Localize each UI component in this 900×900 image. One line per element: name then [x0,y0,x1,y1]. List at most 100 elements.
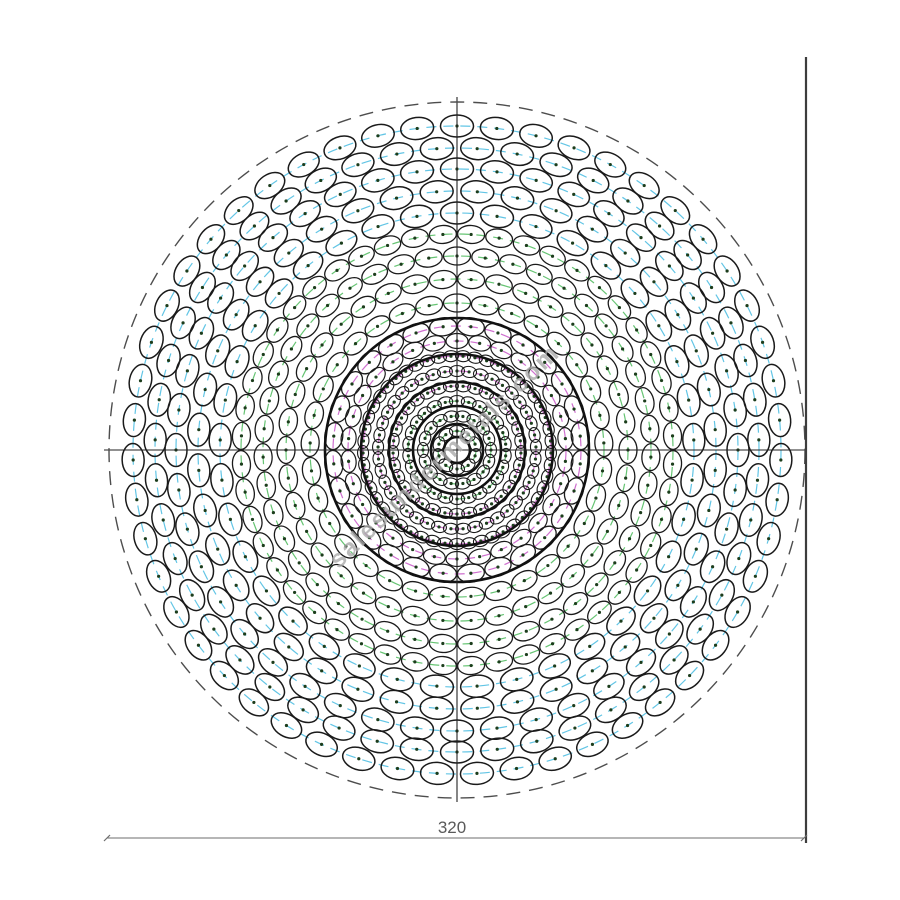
hole-center-dot [749,518,753,522]
hole-center-dot [623,251,627,255]
hole-center-dot [373,272,377,276]
hole-center-dot [258,280,262,284]
hole-center-dot [325,303,330,308]
hole-center-dot [573,726,577,730]
hole-center-dot [642,685,646,689]
hole-center-dot [472,477,476,482]
hole-center-dot [415,170,419,174]
hole-center-dot [293,392,297,397]
hole-center-dot [534,224,538,229]
hole-center-dot [467,495,471,500]
hole-center-dot [688,673,692,678]
hole-center-dot [479,373,483,377]
ellipse-ring [121,114,793,786]
hole-center-dot [675,360,679,364]
hole-center-dot [449,414,453,419]
hole-center-dot [667,406,671,410]
hole-center-dot [682,517,686,522]
hole-center-dot [504,442,508,446]
hole-center-dot [286,476,290,480]
hole-center-dot [514,766,519,771]
hole-center-dot [339,322,343,326]
hole-center-dot [466,463,470,467]
hole-center-dot [415,214,419,219]
hole-center-dot [513,474,517,479]
hole-center-dot [575,363,579,367]
hole-center-dot [347,437,351,441]
hole-center-dot [550,254,555,258]
hole-center-dot [711,331,715,335]
hole-center-dot [590,669,594,673]
hole-center-dot [578,462,582,466]
hole-center-dot [441,571,445,575]
hole-center-dot [437,442,441,446]
hole-center-dot [646,483,650,487]
ellipse-ring [208,201,706,698]
hole-center-dot [374,521,378,525]
hole-center-dot [271,660,275,664]
hole-center-dot [438,418,442,423]
hole-center-dot [138,379,143,383]
hole-center-dot [692,438,696,442]
hole-center-dot [415,476,419,480]
hole-center-dot [309,469,314,473]
hole-center-dot [667,490,671,494]
hole-center-dot [131,458,135,462]
hole-center-dot [243,490,247,494]
hole-center-dot [711,565,715,569]
hole-center-dot [375,739,379,743]
hole-center-dot [377,433,382,437]
hole-center-dot [360,617,364,621]
hole-center-dot [625,723,630,728]
hole-center-dot [376,457,381,461]
hole-center-dot [353,342,358,346]
hole-center-dot [775,498,779,502]
hole-center-dot [709,285,714,290]
hole-center-dot [154,478,159,482]
hole-center-dot [495,126,499,131]
hole-center-dot [443,400,447,405]
hole-center-dot [275,328,279,332]
hole-center-dot [572,407,576,411]
hole-center-dot [449,481,453,486]
hole-center-dot [507,485,511,489]
hole-center-dot [414,331,418,335]
hole-center-dot [501,465,505,469]
hole-center-dot [413,282,417,286]
ellipse-ring [387,380,527,521]
hole-center-dot [197,468,201,472]
hole-center-dot [399,262,403,266]
hole-center-dot [427,304,431,308]
hole-center-dot [617,503,621,508]
hole-center-dot [515,677,519,681]
hole-center-dot [515,427,520,431]
hole-center-dot [177,408,181,412]
hole-center-dot [617,590,622,595]
hole-center-dot [543,536,547,540]
hole-center-dot [658,700,662,705]
hole-center-dot [339,574,343,578]
hole-center-dot [570,241,575,245]
hole-center-dot [243,555,247,559]
hole-center-dot [713,428,717,432]
hole-center-dot [320,343,324,347]
hole-center-dot [624,476,628,480]
hole-center-dot [481,470,485,474]
hole-center-dot [305,367,309,371]
hole-center-dot [222,673,226,678]
hole-center-dot [495,170,499,174]
hole-center-dot [383,480,387,484]
hole-center-dot [573,601,578,606]
hole-center-dot [572,192,576,196]
hole-center-dot [271,236,275,240]
hole-center-dot [469,641,473,646]
hole-center-dot [438,477,442,482]
hole-center-dot [524,291,528,295]
hole-center-dot [312,610,317,615]
hole-center-dot [510,311,514,316]
hole-center-dot [484,521,489,525]
hole-center-dot [312,413,316,417]
hole-center-dot [209,237,213,241]
hole-center-dot [657,224,662,228]
hole-center-dot [566,544,570,548]
